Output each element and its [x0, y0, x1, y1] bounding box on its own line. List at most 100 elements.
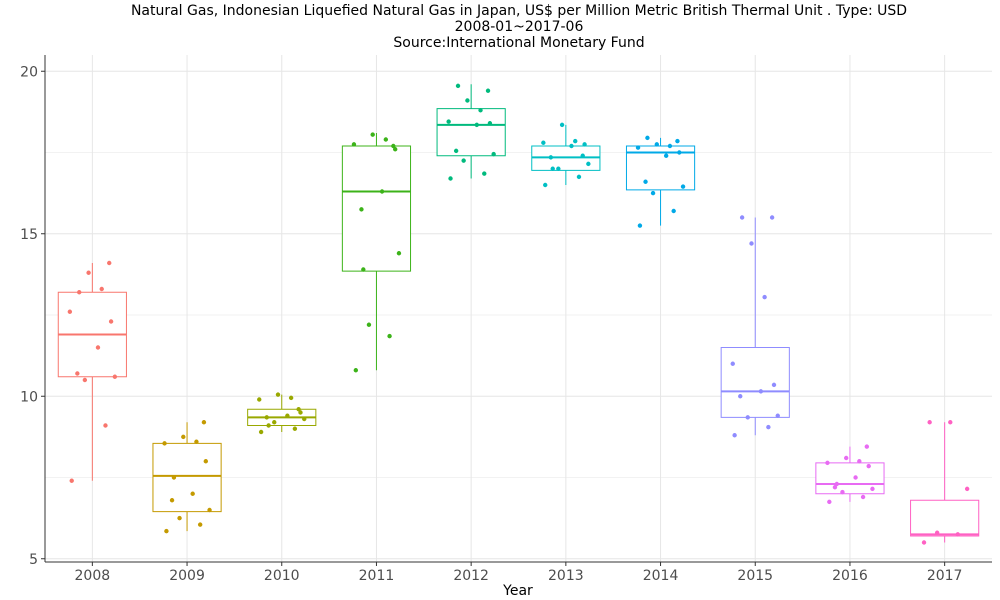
data-point — [637, 223, 643, 228]
data-point — [541, 140, 546, 145]
data-point — [296, 407, 301, 412]
chart-subtitle: 2008-01~2017-06 — [454, 19, 584, 35]
y-tick-label: 15 — [20, 227, 38, 243]
data-point — [107, 260, 112, 266]
data-point — [843, 455, 849, 461]
data-point — [827, 499, 832, 505]
data-point — [853, 475, 858, 480]
data-point — [762, 294, 767, 300]
data-point — [573, 138, 578, 144]
data-point — [576, 174, 582, 180]
data-point — [69, 478, 74, 483]
data-point — [860, 494, 866, 500]
x-tick-label: 2011 — [359, 568, 395, 584]
y-tick-label: 10 — [20, 389, 38, 405]
y-tick-label: 5 — [29, 552, 38, 568]
data-point — [461, 158, 466, 163]
data-point — [396, 251, 402, 256]
data-point — [654, 142, 659, 147]
data-point — [559, 122, 565, 128]
data-point — [671, 208, 676, 214]
data-point — [643, 179, 648, 184]
chart-source: Source:International Monetary Fund — [393, 35, 645, 51]
x-axis-label: Year — [502, 583, 533, 599]
data-point — [258, 429, 264, 435]
data-point — [580, 153, 585, 158]
data-point — [645, 135, 650, 141]
data-point — [379, 189, 385, 194]
data-point — [288, 395, 294, 401]
data-point — [353, 368, 359, 373]
data-point — [927, 420, 932, 425]
data-point — [164, 528, 169, 534]
data-point — [207, 507, 212, 513]
x-tick-label: 2009 — [169, 568, 205, 584]
data-point — [393, 147, 398, 152]
data-point — [194, 439, 199, 444]
data-point — [832, 485, 838, 490]
data-point — [745, 415, 750, 420]
data-point — [177, 515, 182, 521]
x-tick-label: 2008 — [75, 568, 111, 584]
data-point — [86, 270, 91, 275]
data-point — [77, 290, 82, 295]
chart-title: Natural Gas, Indonesian Liquefied Natura… — [130, 3, 908, 19]
data-point — [582, 142, 587, 147]
data-point — [771, 382, 777, 388]
data-point — [732, 433, 737, 438]
data-point — [586, 161, 591, 167]
box — [436, 108, 506, 157]
data-point — [749, 241, 754, 246]
data-point — [197, 522, 203, 527]
data-point — [292, 426, 298, 431]
data-point — [677, 150, 682, 155]
data-point — [272, 420, 277, 425]
data-point — [730, 361, 735, 366]
data-point — [95, 345, 101, 350]
data-point — [857, 459, 862, 464]
data-point — [298, 410, 303, 415]
data-point — [934, 530, 940, 535]
data-point — [474, 122, 479, 128]
axis-layer: 5 10 15 20 2008 2009 2010 2011 2012 2013 2014 2015 2… — [20, 55, 992, 584]
data-point — [964, 486, 970, 492]
data-point — [171, 475, 177, 480]
data-point — [108, 319, 114, 324]
data-point — [825, 460, 830, 466]
data-point — [383, 137, 389, 142]
data-point — [453, 148, 459, 154]
data-point — [370, 132, 375, 137]
data-point — [366, 322, 372, 327]
data-point — [285, 413, 290, 418]
box — [152, 442, 222, 513]
data-point — [766, 424, 771, 430]
y-tick-label: 20 — [20, 64, 38, 80]
data-point — [635, 145, 641, 150]
data-point — [548, 155, 554, 160]
data-point — [446, 119, 451, 124]
data-point — [359, 207, 364, 212]
data-point — [650, 190, 656, 196]
data-point — [482, 171, 487, 176]
box — [910, 499, 980, 537]
data-point — [448, 176, 453, 181]
data-point — [275, 392, 281, 397]
data-point — [485, 88, 491, 93]
data-point — [948, 420, 953, 425]
data-point — [738, 394, 743, 399]
data-point — [465, 98, 470, 103]
data-point — [834, 481, 840, 487]
data-point — [190, 491, 195, 496]
data-point — [302, 416, 307, 422]
data-point — [201, 420, 207, 425]
x-tick-label: 2015 — [737, 568, 773, 584]
data-point — [103, 423, 108, 428]
x-tick-label: 2012 — [453, 568, 489, 584]
data-point — [491, 151, 496, 157]
data-point — [758, 389, 764, 394]
data-point — [361, 267, 366, 272]
data-point — [775, 413, 780, 418]
data-point — [181, 434, 186, 440]
data-point — [866, 463, 871, 469]
